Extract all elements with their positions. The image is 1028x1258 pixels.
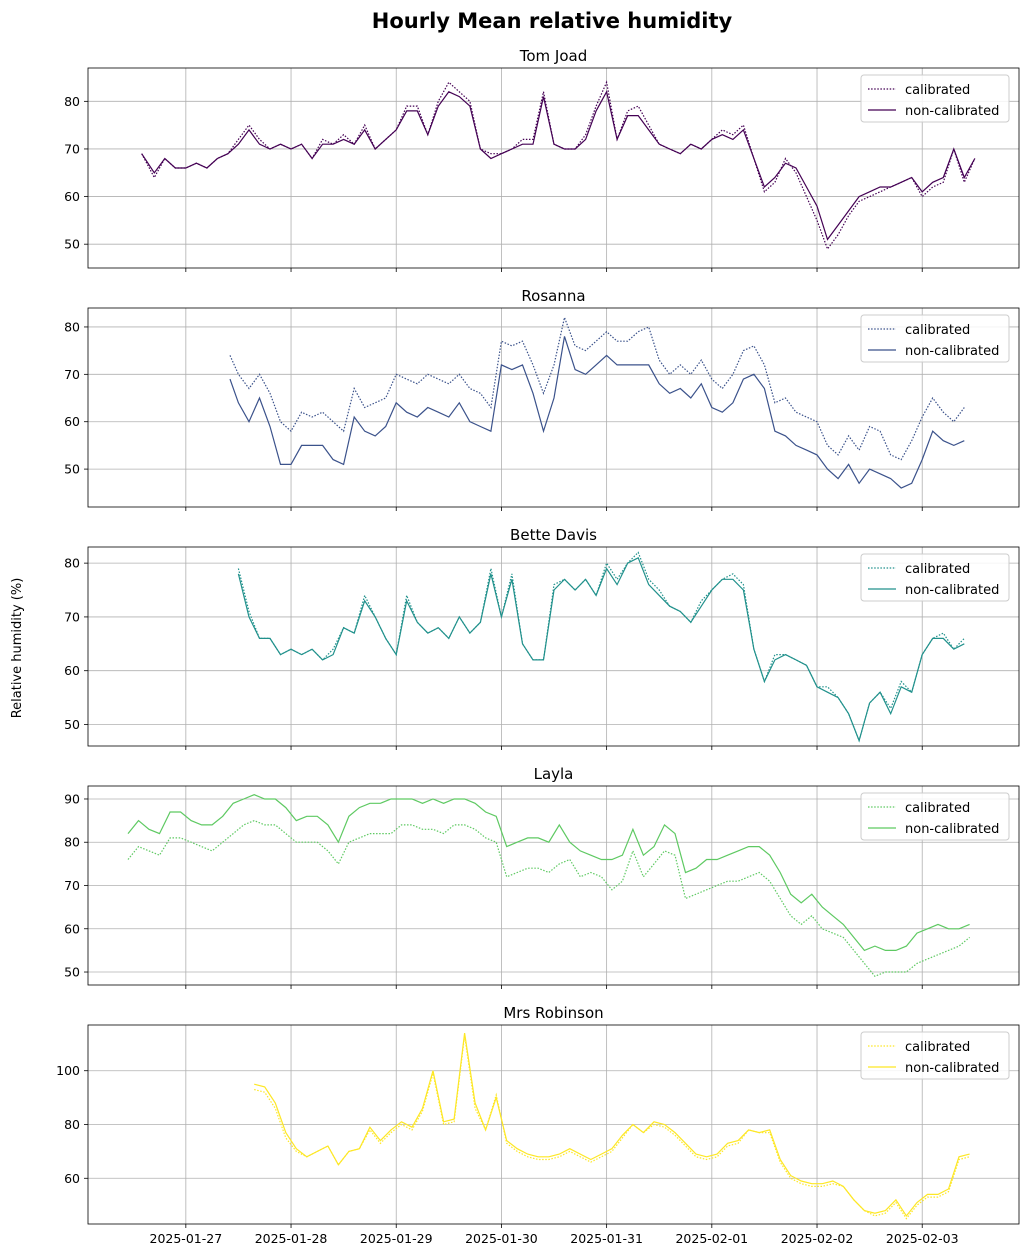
plot-frame: [87, 785, 1020, 986]
x-tick-label: 2025-01-27: [150, 1231, 223, 1246]
series-line-non-calibrated: [254, 1033, 970, 1217]
subplot-title: Layla: [534, 765, 574, 783]
legend: calibrated non-calibrated: [860, 314, 1010, 363]
x-tick-label: 2025-02-01: [675, 1231, 748, 1246]
legend-label-calibrated: calibrated: [905, 323, 970, 338]
y-tick-label: 50: [64, 965, 80, 980]
y-tick-label: 80: [64, 556, 80, 571]
plot-frame: [87, 546, 1020, 747]
x-tick-label: 2025-01-29: [360, 1231, 433, 1246]
legend-label-calibrated: calibrated: [905, 1040, 970, 1055]
subplot-title: Tom Joad: [519, 47, 588, 65]
plot-frame: [87, 1024, 1020, 1225]
figure-title: Hourly Mean relative humidity: [372, 9, 733, 33]
series-line-non-calibrated: [229, 336, 965, 489]
legend-box: [860, 314, 1010, 363]
y-tick-label: 70: [64, 141, 80, 156]
series-line-non-calibrated: [141, 90, 976, 241]
series-line-calibrated: [229, 315, 965, 461]
legend: calibrated non-calibrated: [860, 792, 1010, 841]
legend-label-calibrated: calibrated: [905, 801, 970, 816]
plot-frame: [87, 307, 1020, 508]
y-tick-label: 60: [64, 921, 80, 936]
y-tick-label: 60: [64, 189, 80, 204]
subplots: 50 60 70 80 Tom Joad calibrated non-calibrated…: [56, 47, 1020, 1246]
subplot-title: Rosanna: [521, 287, 585, 305]
legend-label-calibrated: calibrated: [905, 83, 970, 98]
subplot-title: Mrs Robinson: [503, 1004, 603, 1022]
x-tick-label: 2025-01-31: [570, 1231, 643, 1246]
plot-frame: [87, 67, 1020, 269]
legend: calibrated non-calibrated: [860, 553, 1010, 602]
y-tick-label: 50: [64, 462, 80, 477]
y-tick-label: 60: [64, 414, 80, 429]
x-tick-label: 2025-01-28: [255, 1231, 328, 1246]
legend-box: [860, 553, 1010, 602]
legend: calibrated non-calibrated: [860, 74, 1010, 123]
y-tick-label: 70: [64, 367, 80, 382]
legend: calibrated non-calibrated: [860, 1031, 1010, 1080]
y-tick-label: 50: [64, 237, 80, 252]
y-tick-label: 50: [64, 717, 80, 732]
subplot-1: 50 60 70 80 Tom Joad calibrated non-calibrated: [64, 47, 1020, 272]
legend-label-non-calibrated: non-calibrated: [905, 344, 999, 359]
y-tick-label: 70: [64, 609, 80, 624]
series-line-calibrated: [141, 80, 976, 251]
legend-label-non-calibrated: non-calibrated: [905, 583, 999, 598]
legend-label-calibrated: calibrated: [905, 562, 970, 577]
series-line-calibrated: [127, 819, 970, 978]
y-tick-label: 80: [64, 94, 80, 109]
series-line-calibrated: [237, 551, 965, 743]
subplot-5: 60 80 100 2025-01-27 2025-01-28 2025-01-29 202…: [56, 1004, 1020, 1246]
y-tick-label: 70: [64, 878, 80, 893]
y-tick-label: 80: [64, 835, 80, 850]
subplot-3: 50 60 70 80 Bette Davis calibrated non-calibra…: [64, 526, 1020, 750]
legend-label-non-calibrated: non-calibrated: [905, 104, 999, 119]
legend-box: [860, 1031, 1010, 1080]
y-tick-label: 80: [64, 319, 80, 334]
y-tick-label: 60: [64, 1171, 80, 1186]
legend-box: [860, 74, 1010, 123]
y-axis-label: Relative humidity (%): [10, 578, 25, 719]
legend-label-non-calibrated: non-calibrated: [905, 822, 999, 837]
legend-label-non-calibrated: non-calibrated: [905, 1061, 999, 1076]
y-tick-label: 60: [64, 663, 80, 678]
x-tick-label: 2025-02-03: [886, 1231, 959, 1246]
y-tick-label: 90: [64, 791, 80, 806]
x-tick-label: 2025-01-30: [465, 1231, 538, 1246]
subplot-2: 50 60 70 80 Rosanna calibrated non-calibrated: [64, 287, 1020, 511]
series-line-non-calibrated: [237, 556, 965, 743]
legend-box: [860, 792, 1010, 841]
y-tick-label: 80: [64, 1117, 80, 1132]
y-tick-label: 100: [56, 1063, 80, 1078]
series-line-non-calibrated: [127, 794, 970, 952]
subplot-title: Bette Davis: [510, 526, 597, 544]
subplot-4: 50 60 70 80 90 Layla calibrated non-calibrated: [64, 765, 1020, 989]
x-tick-label: 2025-02-02: [781, 1231, 854, 1246]
